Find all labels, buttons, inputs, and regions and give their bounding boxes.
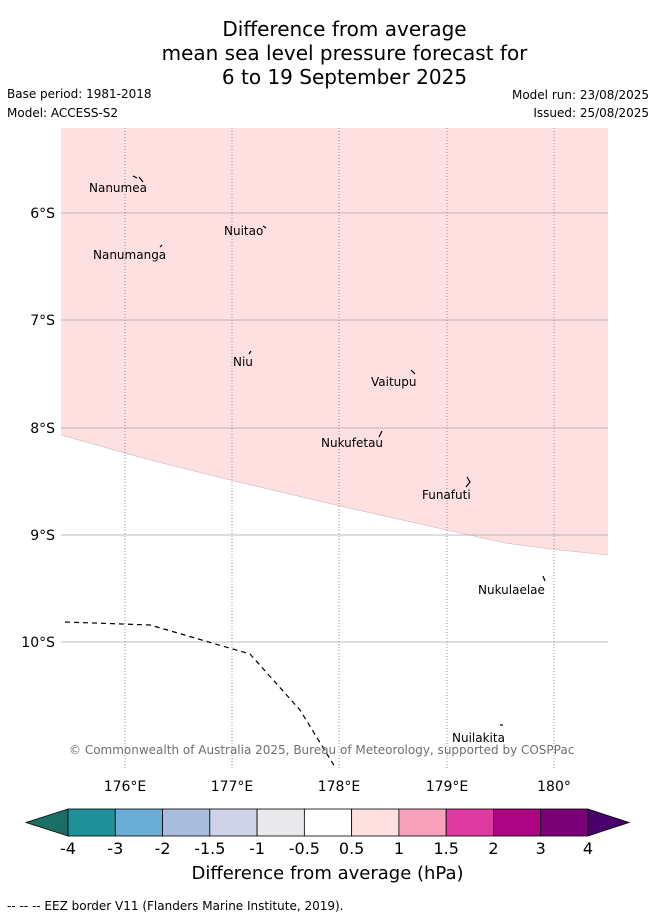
- place-label-nukufetau: Nukufetau: [321, 436, 383, 450]
- title-line-2: mean sea level pressure forecast for: [161, 41, 528, 65]
- base-period: Base period: 1981-2018: [7, 87, 152, 101]
- eez-legend-note: -- -- -- EEZ border V11 (Flanders Marine…: [7, 899, 344, 913]
- colorbar-tick-label: -4: [60, 839, 76, 858]
- colorbar-extend-high: [587, 808, 631, 837]
- lat-label-6s: 6°S: [30, 206, 55, 222]
- colorbar-tick-label: -1: [249, 839, 266, 858]
- lon-label-177e: 177°E: [211, 779, 254, 795]
- longitude-labels: 176°E 177°E 178°E 179°E 180°: [104, 779, 571, 795]
- colorbar-tick-label: 3: [535, 839, 546, 858]
- colorbar-swatch: [493, 808, 542, 837]
- colorbar-swatch: [351, 808, 400, 837]
- title-line-3: 6 to 19 September 2025: [221, 65, 468, 89]
- lat-label-8s: 8°S: [30, 421, 55, 437]
- model-name: Model: ACCESS-S2: [7, 106, 119, 120]
- island-nanumea: [132, 175, 144, 183]
- place-labels: Nanumea Nuitao Nanumanga Niu Vaitupu Nuk…: [89, 181, 545, 745]
- colorbar-swatch: [398, 808, 447, 837]
- place-label-nukulaelae: Nukulaelae: [478, 583, 545, 597]
- lat-label-10s: 10°S: [21, 635, 55, 651]
- colorbar-tick-label: 4: [582, 839, 594, 858]
- colorbar-swatch: [303, 808, 353, 837]
- place-label-nanumanga: Nanumanga: [93, 248, 166, 262]
- colorbar-swatch: [256, 808, 305, 837]
- island-vaitupu: [410, 369, 416, 375]
- lon-label-180: 180°: [537, 779, 571, 795]
- colorbar-tick-label: -2: [154, 839, 171, 858]
- colorbar-extend-low: [24, 808, 69, 837]
- lon-label-179e: 179°E: [426, 779, 469, 795]
- colorbar-tick-label: 1: [393, 839, 404, 858]
- island-nukulaelae: [542, 575, 546, 582]
- anomaly-region-edge: [60, 434, 609, 556]
- lat-label-7s: 7°S: [30, 313, 55, 329]
- island-nukufetau: [378, 430, 383, 438]
- colorbar-tick-label: -3: [107, 839, 124, 858]
- place-label-nuilakita: Nuilakita: [452, 731, 505, 745]
- place-label-nanumea: Nanumea: [89, 181, 147, 195]
- colorbar-label: Difference from average (hPa): [191, 863, 464, 884]
- colorbar-swatch: [445, 808, 494, 837]
- colorbar-tick-label: 2: [488, 839, 499, 858]
- anomaly-region: [61, 128, 608, 555]
- lon-label-176e: 176°E: [104, 779, 147, 795]
- lat-label-9s: 9°S: [30, 528, 55, 544]
- place-label-niu: Niu: [233, 355, 253, 369]
- colorbar-swatch: [67, 808, 116, 837]
- island-nanumanga: [159, 244, 163, 248]
- title-line-1: Difference from average: [222, 17, 467, 41]
- issued-date: Issued: 25/08/2025: [533, 106, 649, 120]
- island-shapes: [132, 175, 546, 726]
- colorbar-tick-label: -1.5: [194, 839, 226, 858]
- latitude-labels: 6°S 7°S 8°S 9°S 10°S: [21, 206, 55, 651]
- colorbar-swatch: [162, 808, 211, 837]
- lon-label-178e: 178°E: [318, 779, 361, 795]
- colorbar-tick-label: 1.5: [433, 839, 459, 858]
- place-label-funafuti: Funafuti: [422, 488, 471, 502]
- island-funafuti: [465, 476, 471, 488]
- colorbar-tick-label: -0.5: [288, 839, 320, 858]
- island-nuitao: [262, 225, 267, 229]
- island-niu: [248, 350, 252, 355]
- model-run: Model run: 23/08/2025: [511, 88, 649, 102]
- colorbar-swatch: [209, 808, 258, 837]
- colorbar: [24, 808, 631, 837]
- copyright-notice: © Commonwealth of Australia 2025, Bureau…: [69, 743, 574, 757]
- place-label-nuitao: Nuitao: [224, 224, 263, 238]
- longitude-gridlines: [124, 128, 555, 770]
- colorbar-swatch: [540, 808, 589, 837]
- latitude-gridlines: [61, 212, 608, 643]
- colorbar-tick-label: 0.5: [338, 839, 365, 858]
- place-label-vaitupu: Vaitupu: [371, 375, 417, 389]
- colorbar-swatch: [114, 808, 163, 837]
